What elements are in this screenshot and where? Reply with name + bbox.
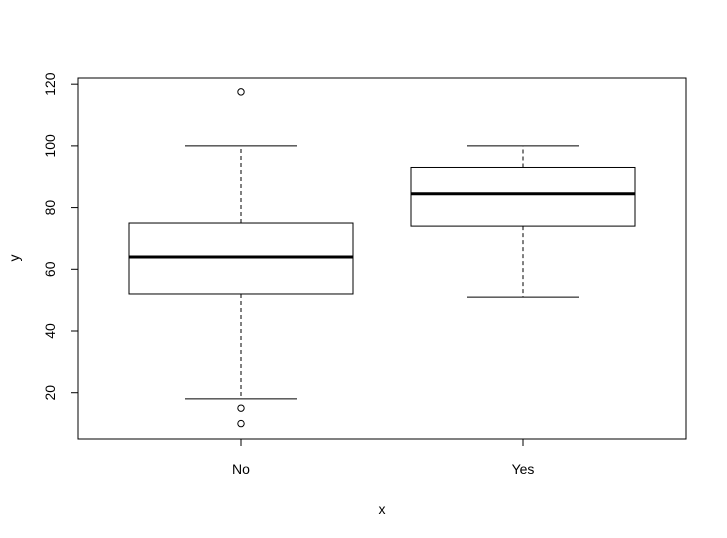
y-tick-label: 100: [42, 134, 58, 158]
y-tick-label: 120: [42, 72, 58, 96]
iqr-box: [128, 222, 354, 295]
box-yes: [410, 145, 636, 298]
y-tick-label: 40: [42, 323, 58, 339]
outlier-point: [237, 404, 245, 412]
outlier-point: [237, 88, 245, 96]
boxes-layer: [128, 88, 636, 428]
iqr-box: [410, 166, 636, 227]
y-tick-label: 20: [42, 385, 58, 401]
y-axis: 20 40 60 80 100 120: [42, 72, 79, 401]
outlier-point: [237, 419, 245, 428]
y-tick-label: 60: [42, 261, 58, 277]
x-axis-title: x: [379, 501, 386, 517]
box-no: [128, 88, 354, 428]
y-tick-label: 80: [42, 200, 58, 216]
y-axis-title: y: [6, 255, 22, 262]
x-axis: No Yes: [232, 439, 534, 477]
x-tick-label: Yes: [512, 461, 535, 477]
x-tick-label: No: [232, 461, 250, 477]
